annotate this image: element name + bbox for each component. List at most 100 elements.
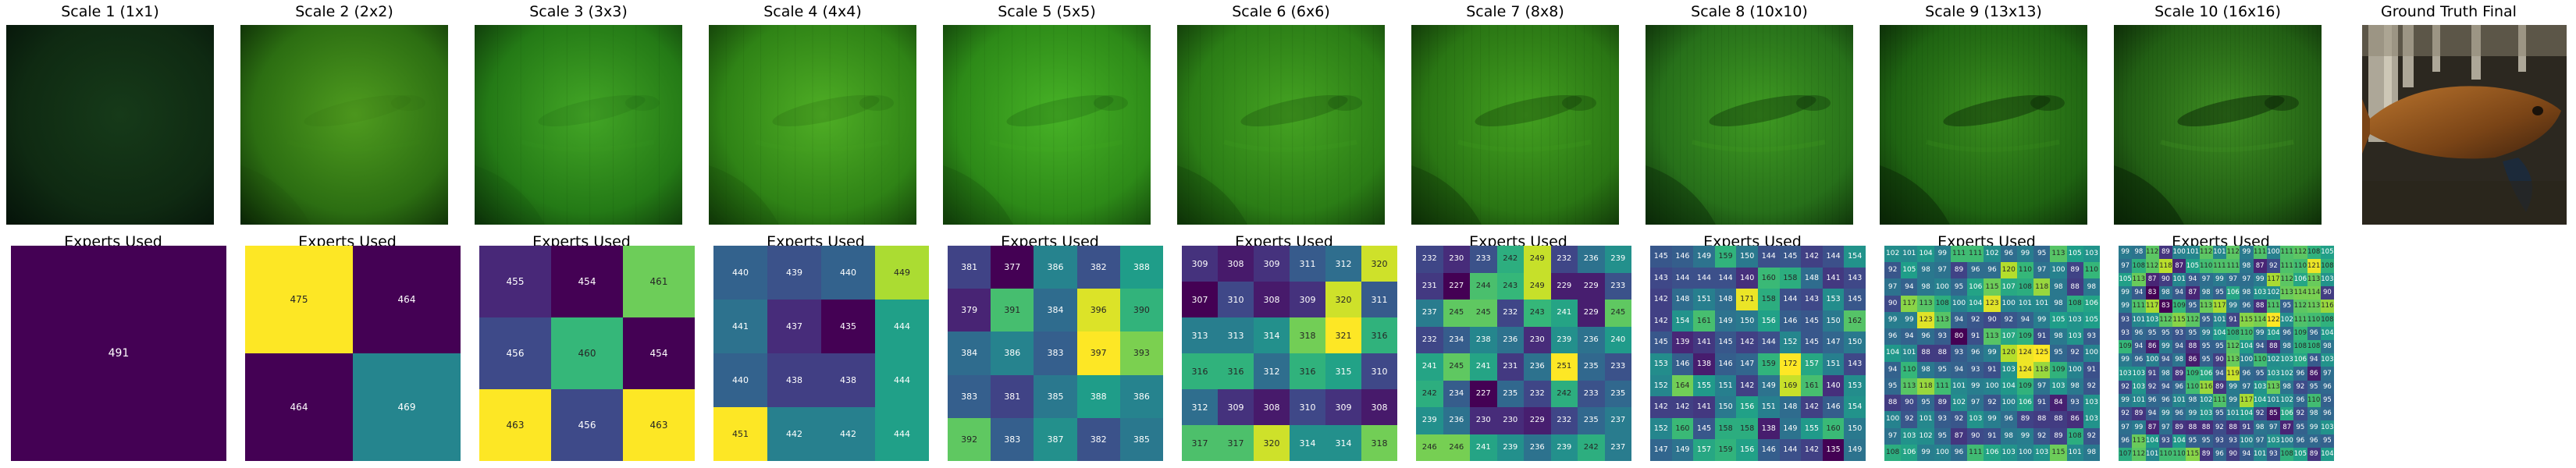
heatmap-cell: 98	[1917, 278, 1934, 296]
heatmap-cell: 146	[1779, 310, 1802, 332]
experts-heatmap-scale-8: 145 146 149 159 150 144 145 142 144 154 143 144 144 1…	[1650, 246, 1866, 461]
heatmap-cell: 95	[2158, 326, 2172, 340]
heatmap-cell: 241	[1470, 434, 1497, 461]
heatmap-cell: 475	[245, 246, 353, 353]
heatmap-cell: 105	[1901, 262, 1918, 279]
heatmap-cell: 455	[479, 246, 551, 317]
heatmap-cell: 98	[2253, 420, 2267, 434]
experts-heatmap-scale-5: 381 377 386 382 388 379 391 384 396 390 384 386 383 3…	[948, 246, 1163, 461]
heatmap-cell: 98	[2158, 367, 2172, 381]
heatmap-cell: 396	[1076, 289, 1120, 332]
panel-title-10: Scale 10 (16x16)	[2154, 3, 2281, 20]
heatmap-cell: 97	[2266, 420, 2280, 434]
heatmap-cell: 100	[2240, 434, 2254, 448]
heatmap-cell: 145	[1693, 417, 1715, 440]
heatmap-cell: 109	[2016, 378, 2034, 395]
heatmap-cell: 95	[2199, 339, 2213, 353]
heatmap-cell: 114	[2253, 313, 2267, 327]
heatmap-cell: 113	[2050, 246, 2067, 263]
heatmap-cell: 89	[2307, 447, 2321, 461]
heatmap-cell: 97	[1884, 427, 1902, 445]
heatmap-cell: 98	[2320, 339, 2334, 353]
heatmap-cell: 105	[2186, 259, 2200, 273]
heatmap-cell: 146	[1822, 396, 1845, 418]
heatmap-cell: 159	[1758, 353, 1780, 375]
heatmap-cell: 93	[1934, 411, 1951, 428]
experts-heatmap-scale-10: 99 98 112 89 100 101 112 101 112 99 111 100 111 112 10…	[2119, 246, 2334, 461]
heatmap-cell: 108	[2132, 259, 2146, 273]
heatmap-cell: 99	[2226, 300, 2240, 314]
heatmap-cell: 98	[2083, 444, 2100, 461]
heatmap-cell: 106	[2293, 353, 2307, 367]
heatmap-cell: 386	[1119, 374, 1163, 418]
heatmap-cell: 236	[1578, 326, 1605, 353]
heatmap-cell: 109	[2119, 339, 2133, 353]
heatmap-cell: 97	[2226, 272, 2240, 286]
heatmap-cell: 229	[1524, 407, 1551, 434]
heatmap-cell: 117	[1901, 295, 1918, 312]
heatmap-cell: 85	[2266, 407, 2280, 421]
heatmap-cell: 99	[2016, 427, 2034, 445]
heatmap-cell: 437	[767, 300, 821, 353]
heatmap-cell: 141	[1693, 332, 1715, 353]
heatmap-cell: 147	[1650, 439, 1672, 461]
heatmap-cell: 138	[1758, 417, 1780, 440]
heatmap-cell: 115	[2172, 313, 2186, 327]
heatmap-cell: 100	[2066, 361, 2083, 378]
heatmap-cell: 150	[1736, 246, 1758, 268]
heatmap-cell: 93	[1950, 345, 1968, 362]
heatmap-cell: 90	[2158, 272, 2172, 286]
heatmap-cell: 229	[1578, 272, 1605, 300]
heatmap-cell: 92	[2119, 407, 2133, 421]
heatmap-cell: 88	[1934, 345, 1951, 362]
heatmap-cell: 95	[2145, 326, 2159, 340]
heatmap-cell: 237	[1604, 434, 1631, 461]
heatmap-cell: 98	[2050, 278, 2067, 296]
heatmap-cell: 96	[2307, 434, 2321, 448]
heatmap-cell: 140	[1736, 267, 1758, 289]
heatmap-cell: 102	[1884, 246, 1902, 263]
heatmap-cell: 112	[2145, 246, 2159, 260]
heatmap-cell: 146	[1671, 246, 1694, 268]
heatmap-cell: 94	[1950, 311, 1968, 329]
heatmap-cell: 441	[713, 300, 767, 353]
heatmap-cell: 160	[1758, 267, 1780, 289]
heatmap-cell: 95	[2212, 285, 2226, 300]
heatmap-cell: 97	[2240, 272, 2254, 286]
heatmap-cell: 95	[2199, 434, 2213, 448]
heatmap-cell: 96	[1917, 328, 1934, 346]
heatmap-cell: 123	[1984, 295, 2001, 312]
heatmap-cell: 100	[1934, 444, 1951, 461]
heatmap-cell: 103	[2320, 272, 2334, 286]
heatmap-cell: 103	[2050, 378, 2067, 395]
heatmap-cell: 318	[1361, 425, 1397, 461]
reconstruction-image-scale-8	[1646, 25, 1853, 225]
heatmap-cell: 110	[2016, 262, 2034, 279]
heatmap-cell: 96	[2132, 353, 2146, 367]
heatmap-cell: 155	[1801, 417, 1823, 440]
heatmap-cell: 100	[2000, 295, 2017, 312]
heatmap-cell: 241	[1550, 300, 1578, 327]
heatmap-cell: 89	[1950, 262, 1968, 279]
heatmap-cell: 135	[1822, 439, 1845, 461]
heatmap-cell: 87	[2145, 272, 2159, 286]
heatmap-cell: 102	[2280, 367, 2294, 381]
heatmap-cell: 321	[1325, 317, 1361, 353]
heatmap-cell: 88	[2266, 339, 2280, 353]
heatmap-cell: 249	[1524, 246, 1551, 273]
heatmap-cell: 113	[1984, 328, 2001, 346]
heatmap-cell: 148	[1779, 396, 1802, 418]
heatmap-cell: 100	[2083, 345, 2100, 362]
heatmap-cell: 123	[1917, 311, 1934, 329]
heatmap-cell: 106	[1984, 444, 2001, 461]
heatmap-cell: 100	[1884, 411, 1902, 428]
heatmap-cell: 94	[1901, 328, 1918, 346]
heatmap-cell: 95	[1934, 427, 1951, 445]
heatmap-cell: 111	[2212, 259, 2226, 273]
reconstruction-image-scale-5	[943, 25, 1151, 225]
heatmap-cell: 384	[1034, 289, 1077, 332]
heatmap-cell: 449	[875, 246, 929, 300]
heatmap-cell: 157	[1693, 439, 1715, 461]
heatmap-cell: 158	[1736, 417, 1758, 440]
heatmap-cell: 148	[1671, 289, 1694, 310]
